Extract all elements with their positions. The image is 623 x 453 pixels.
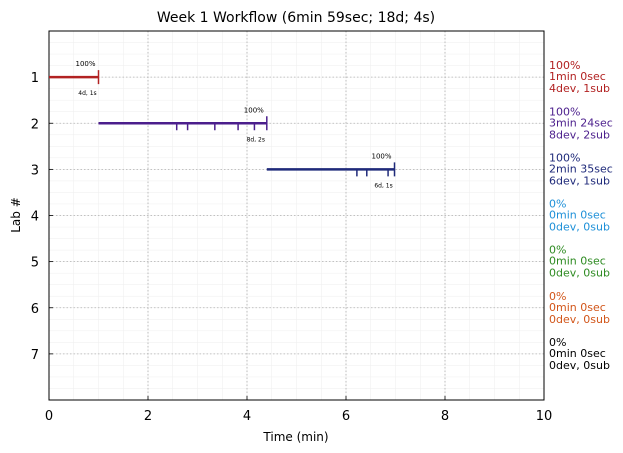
summary-time: 2min 35sec [549, 162, 613, 175]
summary-counts: 0dev, 0sub [549, 359, 610, 372]
summary-time: 0min 0sec [549, 347, 606, 360]
lab-dev-label: 6d, 1s [374, 182, 392, 189]
x-tick-label: 0 [45, 409, 53, 424]
x-tick-label: 8 [441, 409, 449, 424]
y-tick-label: 5 [31, 256, 39, 271]
summary-time: 0min 0sec [549, 209, 606, 222]
summary-percent: 0% [549, 198, 566, 211]
lab-dev-label: 8d, 2s [247, 136, 265, 143]
summary-time: 0min 0sec [549, 255, 606, 268]
summary-time: 0min 0sec [549, 301, 606, 314]
summary-counts: 8dev, 2sub [549, 128, 610, 141]
lab-dev-label: 4d, 1s [78, 90, 96, 97]
chart-title: Week 1 Workflow (6min 59sec; 18d; 4s) [157, 10, 435, 26]
summary-counts: 0dev, 0sub [549, 267, 610, 280]
lab-percent-label: 100% [244, 106, 264, 114]
y-tick-label: 1 [31, 71, 39, 86]
summary-counts: 6dev, 1sub [549, 174, 610, 187]
lab-bars: 100% 4d, 1s 100% 8d, 2s 100% 6d, 1s [49, 60, 396, 189]
y-tick-label: 2 [31, 117, 39, 132]
summary-counts: 0dev, 0sub [549, 313, 610, 326]
x-tick-label: 2 [144, 409, 152, 424]
summary-percent: 100% [549, 59, 580, 72]
y-axis: 1 2 3 4 5 6 7 [31, 71, 53, 363]
summary-percent: 100% [549, 151, 580, 164]
summary-counts: 0dev, 0sub [549, 221, 610, 234]
x-axis-label: Time (min) [262, 430, 328, 444]
summary-percent: 0% [549, 244, 566, 257]
summary-counts: 4dev, 1sub [549, 82, 610, 95]
x-tick-label: 6 [342, 409, 350, 424]
y-axis-label: Lab # [9, 197, 23, 233]
summary-percent: 0% [549, 290, 566, 303]
summary-time: 1min 0sec [549, 70, 606, 83]
summary-time: 3min 24sec [549, 116, 613, 129]
y-tick-label: 7 [31, 348, 39, 363]
x-tick-label: 10 [536, 409, 553, 424]
x-tick-label: 4 [243, 409, 251, 424]
x-axis: 0 2 4 6 8 10 [45, 396, 552, 424]
y-tick-label: 6 [31, 302, 39, 317]
summary-percent: 0% [549, 336, 566, 349]
y-tick-label: 3 [31, 163, 39, 178]
minor-grid [48, 30, 545, 401]
lab-percent-label: 100% [75, 60, 95, 68]
summary-percent: 100% [549, 105, 580, 118]
lab-percent-label: 100% [372, 152, 392, 160]
y-tick-label: 4 [31, 210, 39, 225]
